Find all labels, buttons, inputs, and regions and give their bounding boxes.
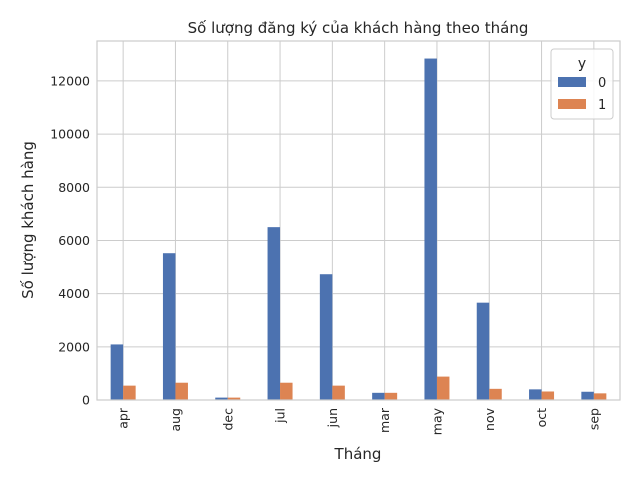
legend-label: 0 — [598, 76, 606, 91]
bar-mar-series-1 — [384, 392, 398, 400]
x-tick-label: oct — [534, 408, 549, 428]
x-tick-label: may — [429, 407, 444, 435]
bar-jul-series-1 — [280, 382, 293, 400]
bar-aug-series-0 — [162, 253, 176, 400]
x-tick-label: nov — [482, 407, 497, 431]
x-tick-label: jul — [273, 408, 288, 424]
legend-swatch-1 — [558, 99, 586, 109]
grid — [97, 41, 620, 401]
x-tick-label: dec — [220, 408, 235, 431]
y-tick-label: 10000 — [50, 127, 90, 142]
bar-mar-series-0 — [372, 392, 385, 400]
x-tick-label: sep — [586, 408, 601, 430]
bar-may-series-1 — [436, 376, 450, 400]
y-tick-label: 12000 — [50, 73, 90, 88]
bar-apr-series-1 — [123, 385, 136, 400]
y-tick-label: 2000 — [58, 339, 90, 354]
plot-frame — [96, 40, 621, 401]
bar-nov-series-1 — [489, 388, 502, 400]
y-tick-label: 6000 — [58, 233, 90, 248]
y-tick-label: 8000 — [58, 180, 90, 195]
bar-nov-series-0 — [476, 302, 490, 400]
bars — [110, 58, 607, 400]
y-axis-label: Số lượng khách hàng — [19, 141, 37, 299]
bar-sep-series-0 — [581, 391, 594, 400]
x-tick-label: aug — [168, 408, 183, 432]
legend-title: y — [578, 56, 586, 72]
x-tick-label: jun — [325, 408, 340, 428]
bar-oct-series-0 — [529, 389, 542, 400]
x-tick-label: mar — [377, 407, 392, 433]
bar-apr-series-0 — [110, 344, 124, 400]
y-tick-label: 4000 — [58, 286, 90, 301]
bar-sep-series-1 — [593, 393, 607, 400]
bar-oct-series-1 — [541, 391, 555, 400]
bar-jun-series-1 — [332, 385, 345, 400]
y-ticks: 0 2000 4000 6000 8000 10000 12000 — [50, 73, 90, 407]
legend-swatch-0 — [558, 77, 586, 87]
bar-dec-series-1 — [227, 397, 241, 400]
bar-dec-series-0 — [215, 397, 228, 400]
bar-aug-series-1 — [175, 382, 188, 400]
plot-area — [97, 41, 620, 400]
y-tick-label: 0 — [82, 393, 90, 408]
chart-title: Số lượng đăng ký của khách hàng theo thá… — [188, 19, 529, 37]
bar-jun-series-0 — [319, 274, 333, 400]
x-axis-label: Tháng — [334, 445, 382, 463]
legend: y 0 1 — [550, 48, 614, 120]
legend-label: 1 — [598, 98, 606, 113]
bar-may-series-0 — [424, 58, 437, 400]
bar-jul-series-0 — [267, 227, 281, 400]
x-tick-label: apr — [116, 407, 131, 429]
x-ticks: apr aug dec jul jun mar may nov oct sep — [116, 407, 602, 435]
